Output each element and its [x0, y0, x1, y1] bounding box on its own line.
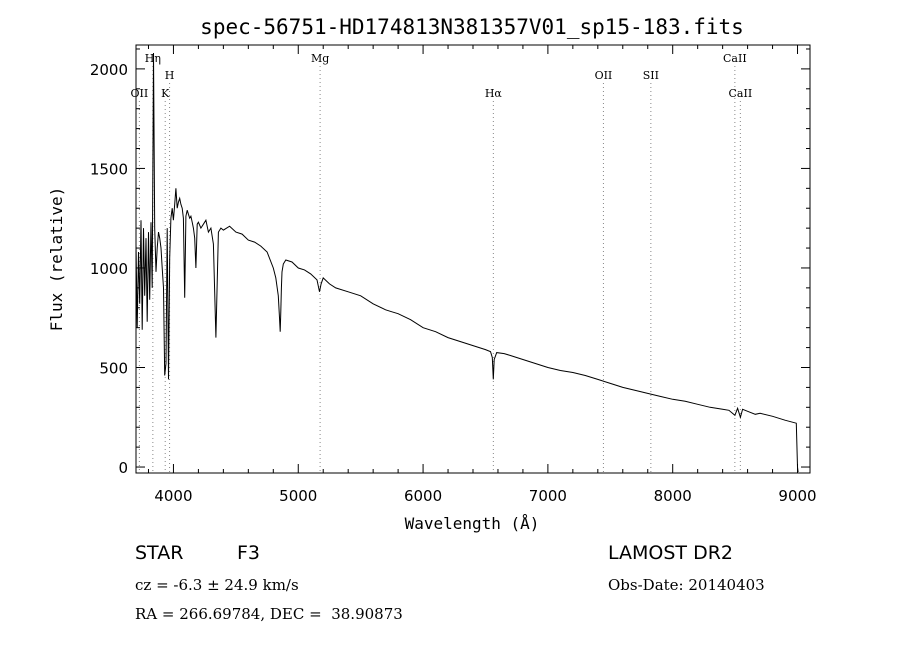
x-tick-label: 5000 — [279, 487, 317, 505]
y-tick-label: 2000 — [90, 61, 128, 79]
object-type: STAR — [135, 542, 184, 564]
line-marker-label: Mg — [311, 52, 329, 65]
y-axis-label: Flux (relative) — [47, 187, 66, 332]
y-tick-label: 1500 — [90, 160, 128, 178]
y-tick-label: 1000 — [90, 260, 128, 278]
spectral-line-markers: OII Hη KH Mg Hα OII SII CaII CaII — [131, 52, 753, 473]
x-tick-label: 6000 — [404, 487, 442, 505]
line-marker-label: H — [165, 69, 175, 82]
x-axis-label: Wavelength (Å) — [405, 514, 540, 533]
y-tick-label: 500 — [99, 359, 128, 377]
x-tick-label: 8000 — [654, 487, 692, 505]
x-tick-label: 9000 — [778, 487, 816, 505]
observation-date: Obs-Date: 20140403 — [608, 576, 765, 594]
coordinates: RA = 266.69784, DEC = 38.90873 — [135, 605, 403, 623]
plot-frame — [135, 44, 811, 474]
line-marker-label: CaII — [723, 52, 747, 65]
line-marker-label: K — [161, 87, 170, 100]
x-tick-label: 4000 — [154, 487, 192, 505]
line-marker-label: Hη — [145, 52, 161, 65]
line-marker-label: Hα — [485, 87, 503, 100]
line-marker-label: OII — [595, 69, 613, 82]
line-marker-label: OII — [131, 87, 149, 100]
y-tick-label: 0 — [118, 459, 128, 477]
chart-title: spec-56751-HD174813N381357V01_sp15-183.f… — [200, 15, 744, 39]
y-axis: 0 500 1000 1500 2000 — [90, 48, 810, 477]
survey-label: LAMOST DR2 — [608, 542, 733, 564]
x-tick-label: 7000 — [529, 487, 567, 505]
spectrum-series — [135, 52, 799, 473]
line-marker-label: CaII — [729, 87, 753, 100]
spectrum-line-0 — [135, 52, 799, 473]
redshift-readout: cz = -6.3 ± 24.9 km/s — [135, 576, 299, 594]
line-marker-label: SII — [643, 69, 659, 82]
spectral-subclass: F3 — [237, 542, 261, 564]
x-axis: 4000 5000 6000 7000 8000 9000 — [147, 45, 817, 505]
